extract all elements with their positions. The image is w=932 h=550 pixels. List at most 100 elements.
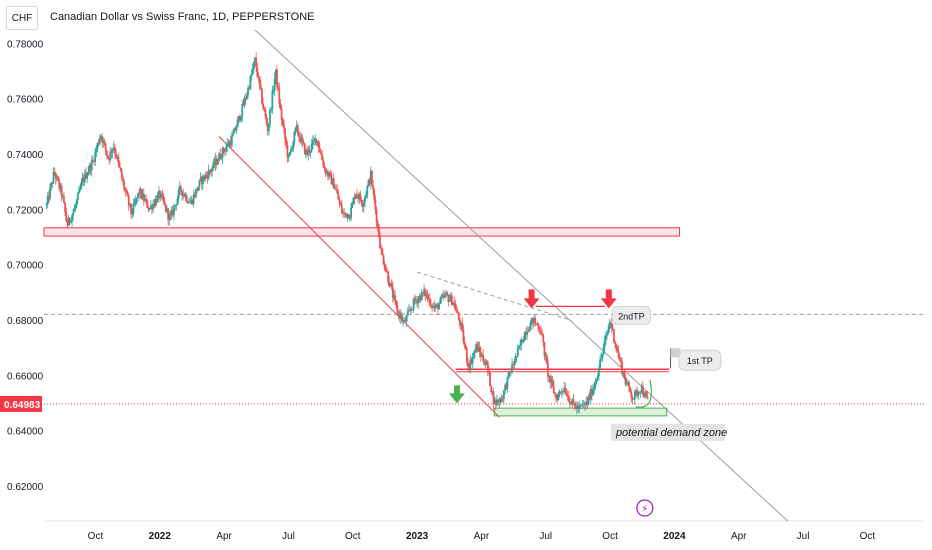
candle-body: [303, 143, 306, 155]
candle-body: [417, 298, 420, 304]
candle-body: [551, 380, 554, 386]
candle-body: [534, 318, 537, 324]
candle-body: [134, 199, 137, 204]
candle-body: [324, 168, 327, 174]
candle-body: [380, 248, 383, 250]
candle-body: [276, 69, 278, 87]
candle-body: [463, 341, 466, 346]
candle-body: [342, 213, 344, 214]
candle-body: [461, 323, 464, 330]
x-tick-label: Oct: [860, 531, 876, 542]
current-price-tag: [0, 395, 42, 412]
candle-body: [233, 128, 236, 134]
flag-icon: [670, 348, 681, 358]
candle-body: [50, 182, 53, 188]
candle-body: [285, 139, 288, 146]
candle-body: [624, 378, 627, 385]
candle-body: [127, 196, 130, 206]
candle-body: [53, 172, 56, 174]
candle-body: [604, 335, 607, 341]
candle-body: [149, 205, 152, 209]
candle-body: [512, 364, 515, 366]
candle-body: [357, 195, 359, 199]
candle-body: [185, 195, 188, 202]
candle-body: [86, 174, 88, 179]
candle-body: [206, 175, 209, 179]
candle-body: [490, 386, 493, 393]
candle-body: [300, 137, 303, 143]
candle-body: [142, 193, 145, 202]
candle-body: [60, 185, 63, 197]
candle-body: [188, 202, 190, 204]
candle-body: [69, 221, 72, 223]
candle-body: [351, 203, 354, 208]
candle-body: [618, 357, 621, 360]
candle-body: [614, 341, 616, 345]
candle-body: [465, 349, 468, 363]
candle-body: [454, 303, 457, 311]
candle-body: [210, 171, 212, 173]
candle-body: [298, 134, 300, 137]
candle-body: [503, 390, 505, 399]
candle-body: [644, 392, 647, 398]
candle-body: [491, 391, 494, 393]
candle-body: [147, 207, 150, 210]
candle-body: [439, 298, 442, 304]
candle-body: [156, 194, 159, 203]
candle-body: [155, 199, 158, 203]
candle-body: [219, 153, 222, 159]
candle-body: [299, 136, 302, 143]
candle-body: [56, 176, 58, 180]
candle-body: [330, 174, 333, 185]
candle-body: [193, 194, 196, 197]
candle-body: [556, 398, 559, 401]
candle-body: [88, 164, 91, 172]
candle-body: [531, 317, 534, 324]
dashed-trendline: [416, 271, 572, 321]
candle-body: [112, 147, 115, 150]
candle-body: [318, 148, 321, 153]
candle-body: [411, 309, 414, 311]
candle-body: [397, 312, 400, 314]
candle-body: [442, 295, 445, 298]
demand-zone-label: potential demand zone: [615, 427, 727, 439]
candle-body: [215, 158, 218, 165]
candle-body: [345, 213, 348, 218]
candle-body: [221, 147, 224, 159]
candle-body: [234, 128, 237, 131]
candle-body: [641, 386, 644, 395]
x-tick-label: Apr: [474, 531, 490, 542]
candle-body: [184, 195, 187, 197]
candle-body: [340, 205, 343, 214]
candle-body: [558, 391, 561, 394]
candle-body: [543, 342, 546, 356]
candle-body: [374, 199, 377, 210]
candle-body: [320, 152, 322, 155]
candle-body: [129, 203, 131, 206]
demand-label-box: [610, 423, 725, 441]
candle-body: [113, 147, 116, 153]
candle-body: [104, 143, 107, 151]
candle-body: [171, 210, 174, 216]
candle-body: [90, 160, 93, 171]
candle-body: [509, 371, 512, 373]
candle-body: [161, 193, 164, 197]
candle-body: [296, 125, 299, 135]
candle-body: [265, 116, 268, 124]
x-tick-label: Apr: [216, 531, 232, 542]
candle-body: [154, 199, 157, 206]
candle-body: [222, 147, 225, 152]
candle-body: [186, 201, 189, 204]
candle-body: [287, 155, 290, 158]
candle-body: [71, 215, 73, 222]
candle-body: [243, 98, 246, 106]
candle-body: [120, 171, 123, 179]
candle-body: [332, 178, 335, 189]
candle-body: [595, 378, 598, 383]
candle-body: [97, 143, 100, 144]
candle-body: [623, 371, 626, 379]
candle-body: [167, 208, 170, 220]
candle-body: [552, 385, 555, 394]
currency-selector[interactable]: CHF: [6, 6, 38, 30]
